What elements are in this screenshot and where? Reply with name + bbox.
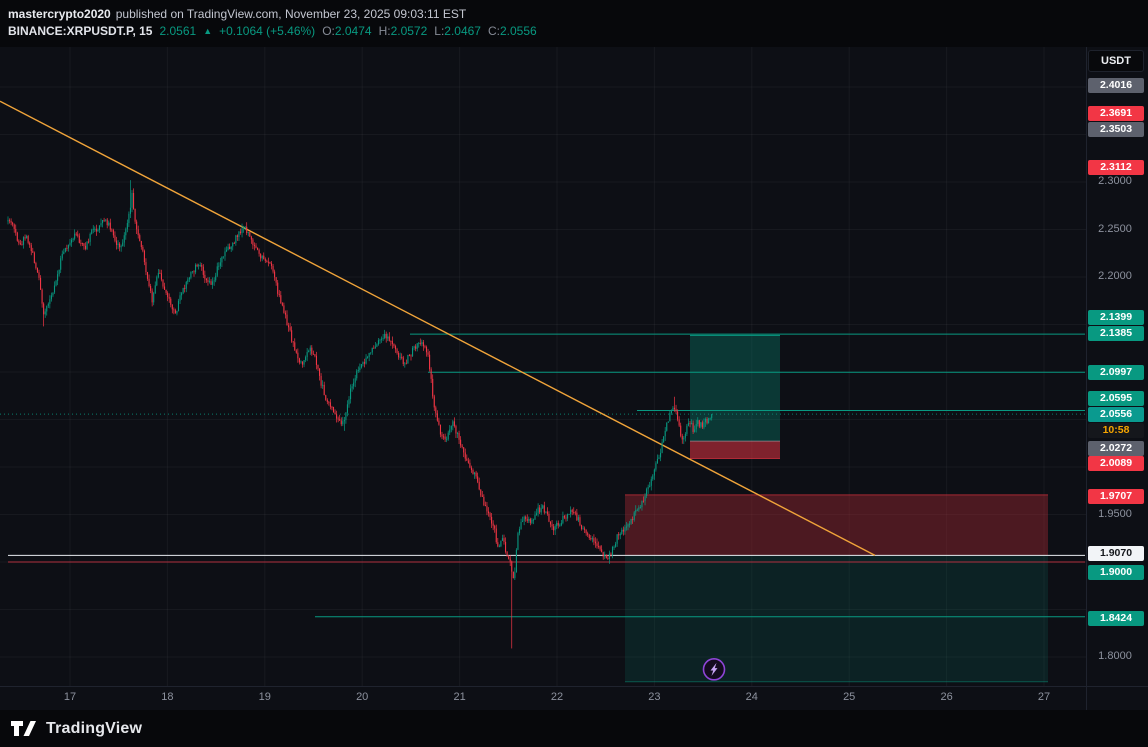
- close-value: 2.0556: [499, 24, 537, 38]
- axis-tick-1.8000: 1.8000: [1098, 650, 1132, 662]
- low-value: 2.0467: [444, 24, 481, 38]
- chart-header: mastercrypto2020 published on TradingView…: [0, 0, 1148, 47]
- price-scale[interactable]: USDT 2.3000 2.2500 2.2000 1.9500 1.8000 2.401…: [1086, 47, 1148, 710]
- attribution-line: mastercrypto2020 published on TradingView…: [8, 7, 466, 21]
- time-tick-20: 20: [356, 691, 369, 703]
- attribution-text: published on TradingView.com, November 2…: [115, 7, 467, 21]
- price-label-2-4016: 2.4016: [1088, 77, 1144, 93]
- author-name[interactable]: mastercrypto2020: [8, 7, 111, 21]
- time-tick-23: 23: [648, 691, 661, 703]
- time-tick-22: 22: [550, 691, 564, 703]
- time-tick-27: 27: [1037, 691, 1051, 703]
- time-tick-25: 25: [843, 691, 856, 703]
- symbol-info-line: BINANCE:XRPUSDT.P, 15 2.0561 ▲ +0.1064 (…: [8, 24, 537, 38]
- high-label: H:: [378, 24, 391, 38]
- tradingview-logo-icon: [11, 721, 36, 736]
- candlestick-chart[interactable]: [0, 47, 1148, 710]
- axis-tick-1.9500: 1.9500: [1098, 507, 1132, 520]
- currency-toggle-usdt[interactable]: USDT: [1088, 50, 1144, 72]
- price-change: +0.1064 (+5.46%): [219, 24, 316, 38]
- time-scale[interactable]: 17 18 19 20 21 22 23 24 25 26 27: [0, 686, 1086, 710]
- ohlc-values: O:2.0474 H:2.0572 L:2.0467 C:2.0556: [322, 24, 537, 38]
- price-label-2-3691: 2.3691: [1088, 105, 1144, 121]
- open-value: 2.0474: [334, 24, 372, 38]
- symbol-interval[interactable]: BINANCE:XRPUSDT.P, 15: [8, 24, 153, 38]
- chart-area[interactable]: [0, 47, 1148, 710]
- price-label-2-0089: 2.0089: [1088, 456, 1144, 472]
- time-tick-17: 17: [63, 691, 77, 703]
- axis-tick-2.2500: 2.2500: [1098, 222, 1132, 235]
- brand-name: TradingView: [46, 719, 143, 737]
- price-label-2-3112: 2.3112: [1088, 159, 1144, 175]
- time-tick-24: 24: [745, 691, 758, 703]
- high-value: 2.0572: [390, 24, 428, 38]
- up-arrow-icon: ▲: [203, 26, 213, 36]
- axis-tick-2.3000: 2.3000: [1098, 175, 1132, 187]
- time-tick-21: 21: [453, 691, 466, 703]
- price-label-1-9707: 1.9707: [1088, 489, 1144, 505]
- lightning-marker[interactable]: [702, 658, 726, 681]
- last-price-value: 2.0561: [159, 24, 197, 38]
- close-label: C:: [487, 24, 500, 38]
- price-label-1-9000: 1.9000: [1088, 564, 1144, 580]
- price-label-1-8424: 1.8424: [1088, 611, 1144, 627]
- price-label-2-1399: 2.1399: [1088, 309, 1144, 325]
- price-label-2-0556: 2.0556: [1088, 406, 1144, 422]
- price-label-2-0595: 2.0595: [1088, 390, 1144, 406]
- position-tools[interactable]: [625, 335, 1048, 683]
- price-label-2-1385: 2.1385: [1088, 325, 1144, 341]
- candlesticks[interactable]: [7, 180, 713, 649]
- time-tick-26: 26: [940, 691, 953, 703]
- low-label: L:: [434, 24, 445, 38]
- price-label-2-0272: 2.0272: [1088, 440, 1144, 456]
- price-label-2-3503: 2.3503: [1088, 121, 1144, 137]
- price-label-2-0997: 2.0997: [1088, 364, 1144, 380]
- time-tick-18: 18: [161, 691, 174, 703]
- open-label: O:: [322, 24, 335, 38]
- time-tick-19: 19: [258, 691, 271, 703]
- descending-trendline[interactable]: [0, 100, 876, 556]
- price-label-1-9070: 1.9070: [1088, 545, 1144, 561]
- tradingview-footer-link[interactable]: TradingView: [0, 710, 1148, 747]
- horizontal-levels[interactable]: [8, 333, 1085, 618]
- price-label-10-58: 10:58: [1088, 422, 1144, 438]
- axis-tick-2.2000: 2.2000: [1098, 270, 1132, 282]
